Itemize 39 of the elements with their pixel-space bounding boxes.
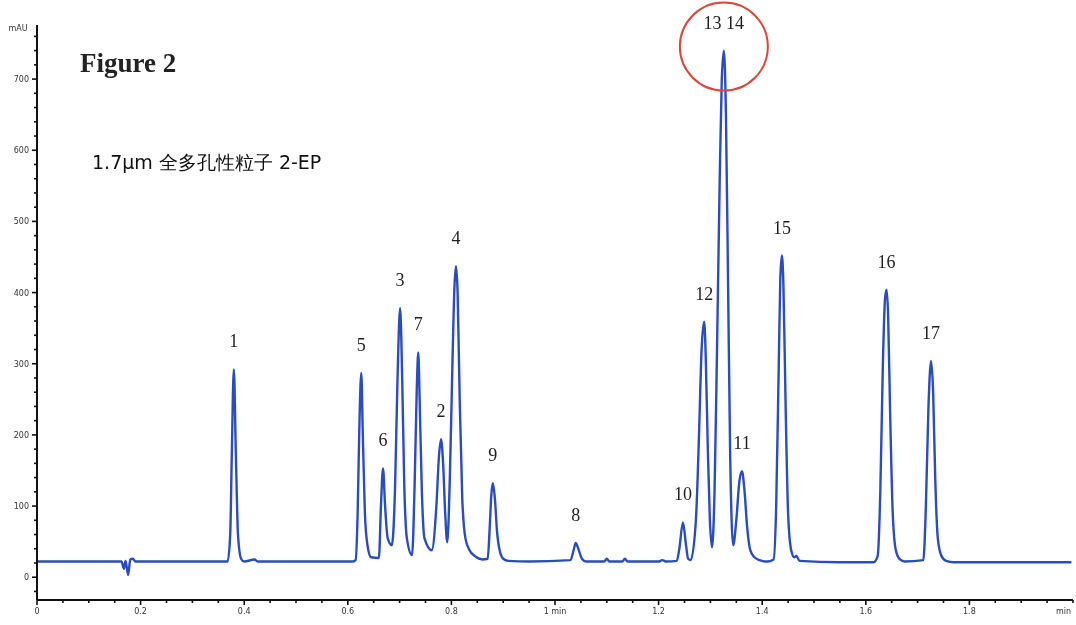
x-tick-label: 0.6 <box>341 607 355 616</box>
line-series <box>35 49 1072 577</box>
x-tick-label: 0.4 <box>237 607 251 616</box>
x-tick-label: 1.6 <box>859 607 873 616</box>
y-tick-label: 100 <box>13 502 29 512</box>
text: Figure 2 <box>80 48 177 78</box>
x-tick-label: 0 <box>34 607 40 616</box>
annotation: 16 <box>877 251 896 272</box>
y-tick-label: 700 <box>13 75 29 85</box>
annotation: 6 <box>378 430 388 451</box>
y-tick-label: 300 <box>13 359 29 369</box>
annotation: 11 <box>733 433 751 454</box>
x-tick-label: 0.2 <box>134 607 147 616</box>
annotation: 9 <box>488 445 498 466</box>
x-tick-label: 0.8 <box>445 607 458 616</box>
annotation: 4 <box>451 228 461 249</box>
annotation: 15 <box>772 217 791 238</box>
annotation: 17 <box>922 322 941 343</box>
y-tick-label: 200 <box>13 430 29 440</box>
y-tick-label: 0 <box>23 573 29 583</box>
y-tick-label: 600 <box>13 146 29 156</box>
annotation: 5 <box>356 334 366 355</box>
text: 1.7μm 全多孔性粒子 2-EP <box>92 151 322 173</box>
annotation: 7 <box>413 314 423 335</box>
annotation: 1 <box>229 331 239 352</box>
annotation: 3 <box>395 270 405 291</box>
annotation: 12 <box>695 283 714 304</box>
annotation: 2 <box>436 401 446 422</box>
y-axis-title: mAU <box>8 24 28 33</box>
annotation: 8 <box>571 505 581 526</box>
x-tick-label: 1.8 <box>963 607 976 616</box>
annotation: 13 14 <box>703 12 745 33</box>
x-tick-label: 1 min <box>543 607 567 616</box>
x-tick-label: 1.4 <box>755 607 769 616</box>
annotation: 10 <box>673 484 692 505</box>
y-tick-label: 400 <box>13 288 29 298</box>
x-tick-label: 1.2 <box>652 607 665 616</box>
y-tick-label: 500 <box>13 217 29 227</box>
x-axis-title: min <box>1055 607 1071 616</box>
